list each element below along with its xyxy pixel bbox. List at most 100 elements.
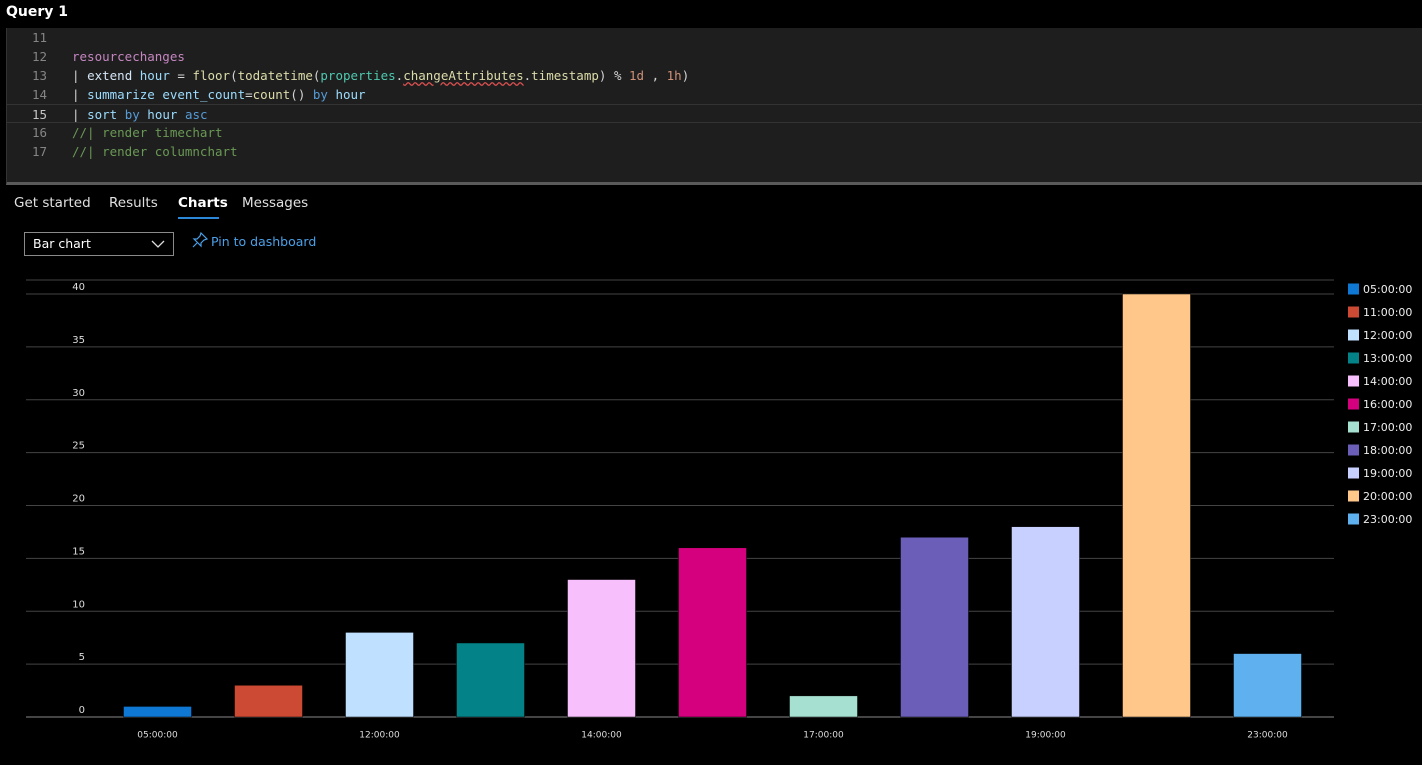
tab[interactable]: Results	[109, 195, 158, 211]
legend-swatch	[1348, 398, 1359, 410]
line-number: 17	[31, 144, 47, 159]
code-line: 17 //| render columnchart	[7, 142, 1422, 161]
y-tick-label: 25	[72, 441, 85, 452]
code-token: count	[252, 87, 291, 102]
code-token: ,	[644, 68, 667, 83]
dropdown-label: Bar chart	[33, 236, 91, 251]
legend-label: 23:00:00	[1363, 513, 1412, 526]
bar	[1011, 526, 1080, 718]
x-tick-label: 17:00:00	[803, 731, 844, 741]
code-token: by	[124, 107, 140, 122]
code-token: changeAttributes	[403, 68, 524, 83]
code-token: 1d	[629, 68, 645, 83]
code-token: hour	[139, 68, 170, 83]
active-tab-indicator	[178, 217, 219, 219]
pin-label: Pin to dashboard	[211, 234, 317, 249]
pin-icon	[192, 232, 208, 248]
legend-label: 16:00:00	[1363, 398, 1412, 411]
code-token: summarize	[87, 87, 155, 102]
code-token: .	[395, 68, 404, 83]
tab[interactable]: Charts	[178, 195, 228, 211]
legend-swatch	[1348, 283, 1359, 295]
code-token: resourcechanges	[72, 49, 185, 64]
y-tick-label: 5	[79, 652, 85, 663]
code-token: |	[72, 87, 88, 102]
code-token	[177, 107, 185, 122]
x-tick-label: 12:00:00	[359, 731, 400, 741]
tab[interactable]: Messages	[242, 195, 309, 211]
legend-swatch	[1348, 467, 1359, 479]
line-number: 14	[31, 87, 47, 102]
x-tick-label: 19:00:00	[1025, 731, 1066, 741]
code-token: (	[312, 68, 321, 83]
legend-swatch	[1348, 329, 1359, 341]
y-tick-label: 40	[72, 282, 85, 293]
code-text: //| render timechart	[72, 123, 223, 142]
query-title: Query 1	[6, 4, 69, 20]
code-token: //| render timechart	[72, 125, 223, 140]
bar	[123, 706, 192, 718]
legend-swatch	[1348, 490, 1359, 502]
x-tick-label: 14:00:00	[581, 731, 622, 741]
bar	[567, 579, 636, 718]
legend-swatch	[1348, 375, 1359, 387]
line-number: 12	[31, 49, 47, 64]
code-token: |	[72, 107, 88, 122]
code-token: |	[72, 68, 88, 83]
line-number: 13	[31, 68, 47, 83]
legend-swatch	[1348, 513, 1359, 525]
code-text: //| render columnchart	[72, 142, 238, 161]
code-token: 1h	[666, 68, 682, 83]
bar	[789, 695, 858, 718]
y-tick-label: 15	[72, 546, 85, 557]
y-tick-label: 35	[72, 335, 85, 346]
code-token: sort	[87, 107, 118, 122]
code-editor[interactable]: 11 12 resourcechanges 13 | extend hour = flo…	[6, 28, 1422, 185]
code-line: 12 resourcechanges	[7, 47, 1422, 66]
bar	[900, 536, 969, 718]
legend-label: 17:00:00	[1363, 421, 1412, 434]
x-tick-label: 05:00:00	[137, 731, 178, 741]
code-line: 14 | summarize event_count=count() by hou…	[7, 85, 1422, 104]
code-text: resourcechanges	[72, 47, 185, 66]
line-number: 16	[31, 125, 47, 140]
code-token: hour	[335, 87, 366, 102]
code-token	[117, 107, 125, 122]
code-text: | extend hour = floor(todatetime(propert…	[72, 66, 689, 85]
code-line: 15 | sort by hour asc	[7, 104, 1422, 123]
legend-swatch	[1348, 306, 1359, 318]
legend-label: 13:00:00	[1363, 352, 1412, 365]
legend-label: 11:00:00	[1363, 306, 1412, 319]
bar	[234, 685, 303, 718]
code-token: asc	[184, 107, 208, 122]
code-token: timestamp	[531, 68, 599, 83]
code-text: | summarize event_count=count() by hour	[72, 85, 366, 104]
line-number: 15	[31, 107, 47, 122]
x-tick-label: 23:00:00	[1247, 731, 1288, 741]
legend-label: 18:00:00	[1363, 444, 1412, 457]
code-text: | sort by hour asc	[72, 105, 208, 124]
code-token: event_count	[162, 87, 246, 102]
tab[interactable]: Get started	[14, 195, 91, 211]
legend-label: 14:00:00	[1363, 375, 1412, 388]
y-tick-label: 0	[79, 705, 85, 716]
code-line: 11	[7, 28, 1422, 47]
code-token: )	[681, 68, 690, 83]
legend-label: 19:00:00	[1363, 467, 1412, 480]
code-token: .	[523, 68, 532, 83]
bar	[456, 642, 525, 718]
code-token: (	[230, 68, 238, 83]
legend-swatch	[1348, 421, 1359, 433]
legend-swatch	[1348, 352, 1359, 364]
y-tick-label: 10	[72, 599, 85, 610]
bar	[1233, 653, 1302, 718]
legend-label: 20:00:00	[1363, 490, 1412, 503]
chart-type-dropdown[interactable]: Bar chart	[24, 232, 174, 256]
code-token: =	[169, 68, 193, 83]
code-token	[132, 68, 140, 83]
y-tick-label: 30	[72, 388, 85, 399]
code-token: hour	[147, 107, 178, 122]
code-token: properties	[320, 68, 396, 83]
